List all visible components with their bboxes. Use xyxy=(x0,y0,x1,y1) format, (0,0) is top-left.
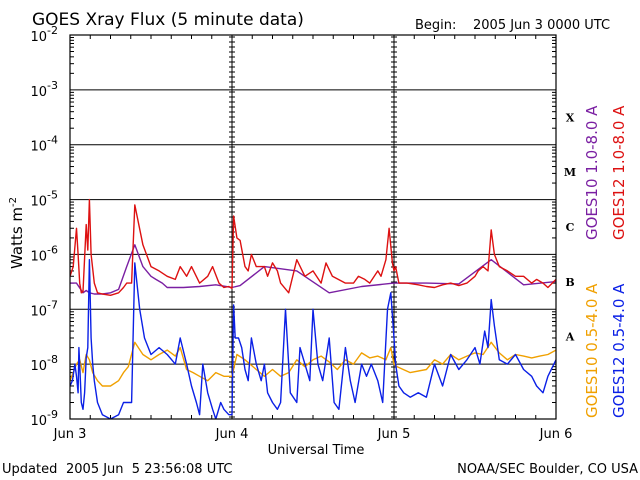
begin-label: Begin: xyxy=(415,18,456,33)
updated-value: 2005 Jun 5 23:56:08 UTC xyxy=(66,462,233,477)
flare-class-label: X xyxy=(566,111,575,124)
x-axis-label: Universal Time xyxy=(268,443,365,458)
y-tick-base: 10 xyxy=(30,85,47,100)
flare-class-label: A xyxy=(565,331,575,344)
y-tick-label: 10-6 xyxy=(30,243,58,264)
series-line-1 xyxy=(70,244,556,295)
y-tick-exponent: -8 xyxy=(47,353,58,366)
series-line-4 xyxy=(70,259,556,419)
updated-label: Updated xyxy=(2,462,57,477)
y-tick-label: 10-8 xyxy=(30,353,58,374)
flare-class-label: B xyxy=(565,276,574,289)
y-tick-exponent: -5 xyxy=(47,189,58,202)
y-tick-label: 10-4 xyxy=(30,134,58,155)
y-tick-exponent: -2 xyxy=(47,24,58,37)
plot-frame xyxy=(69,34,557,420)
y-axis-label-text: Watts m xyxy=(8,207,26,269)
series-line-2 xyxy=(70,198,556,296)
y-tick-exponent: -6 xyxy=(47,243,58,256)
y-tick-exponent: -3 xyxy=(47,79,58,92)
credit-text: NOAA/SEC Boulder, CO USA xyxy=(457,462,638,477)
y-axis-label: Watts m-2 xyxy=(8,197,26,269)
legend-entry: GOES10 1.0-8.0 A xyxy=(583,105,601,240)
y-tick-base: 10 xyxy=(30,414,47,429)
y-tick-label: 10-3 xyxy=(30,79,58,100)
y-tick-base: 10 xyxy=(30,359,47,374)
chart-title: GOES Xray Flux (5 minute data) xyxy=(32,10,304,30)
y-tick-base: 10 xyxy=(30,249,47,264)
y-tick-base: 10 xyxy=(30,30,47,45)
y-tick-label: 10-7 xyxy=(30,298,58,319)
y-tick-label: 10-9 xyxy=(30,408,58,429)
x-tick-label: Jun 5 xyxy=(377,427,411,442)
legend-entry: GOES10 0.5-4.0 A xyxy=(583,283,601,418)
y-tick-base: 10 xyxy=(30,304,47,319)
series-line-3 xyxy=(70,341,556,387)
x-tick-label: Jun 3 xyxy=(53,427,87,442)
legend-entry: GOES12 0.5-4.0 A xyxy=(610,283,628,418)
flare-class-label: M xyxy=(564,166,576,179)
y-tick-base: 10 xyxy=(30,140,47,155)
y-tick-exponent: -9 xyxy=(47,408,58,421)
flare-class-label: C xyxy=(566,221,575,234)
y-tick-label: 10-2 xyxy=(30,24,58,45)
x-tick-label: Jun 4 xyxy=(215,427,249,442)
legend-entry: GOES12 1.0-8.0 A xyxy=(610,105,628,240)
y-tick-exponent: -7 xyxy=(47,298,58,311)
y-tick-exponent: -4 xyxy=(47,134,58,147)
y-tick-label: 10-5 xyxy=(30,189,58,210)
begin-value: 2005 Jun 3 0000 UTC xyxy=(473,18,610,33)
y-tick-base: 10 xyxy=(30,195,47,210)
y-axis-label-sup: -2 xyxy=(8,197,19,207)
x-tick-label: Jun 6 xyxy=(539,427,573,442)
